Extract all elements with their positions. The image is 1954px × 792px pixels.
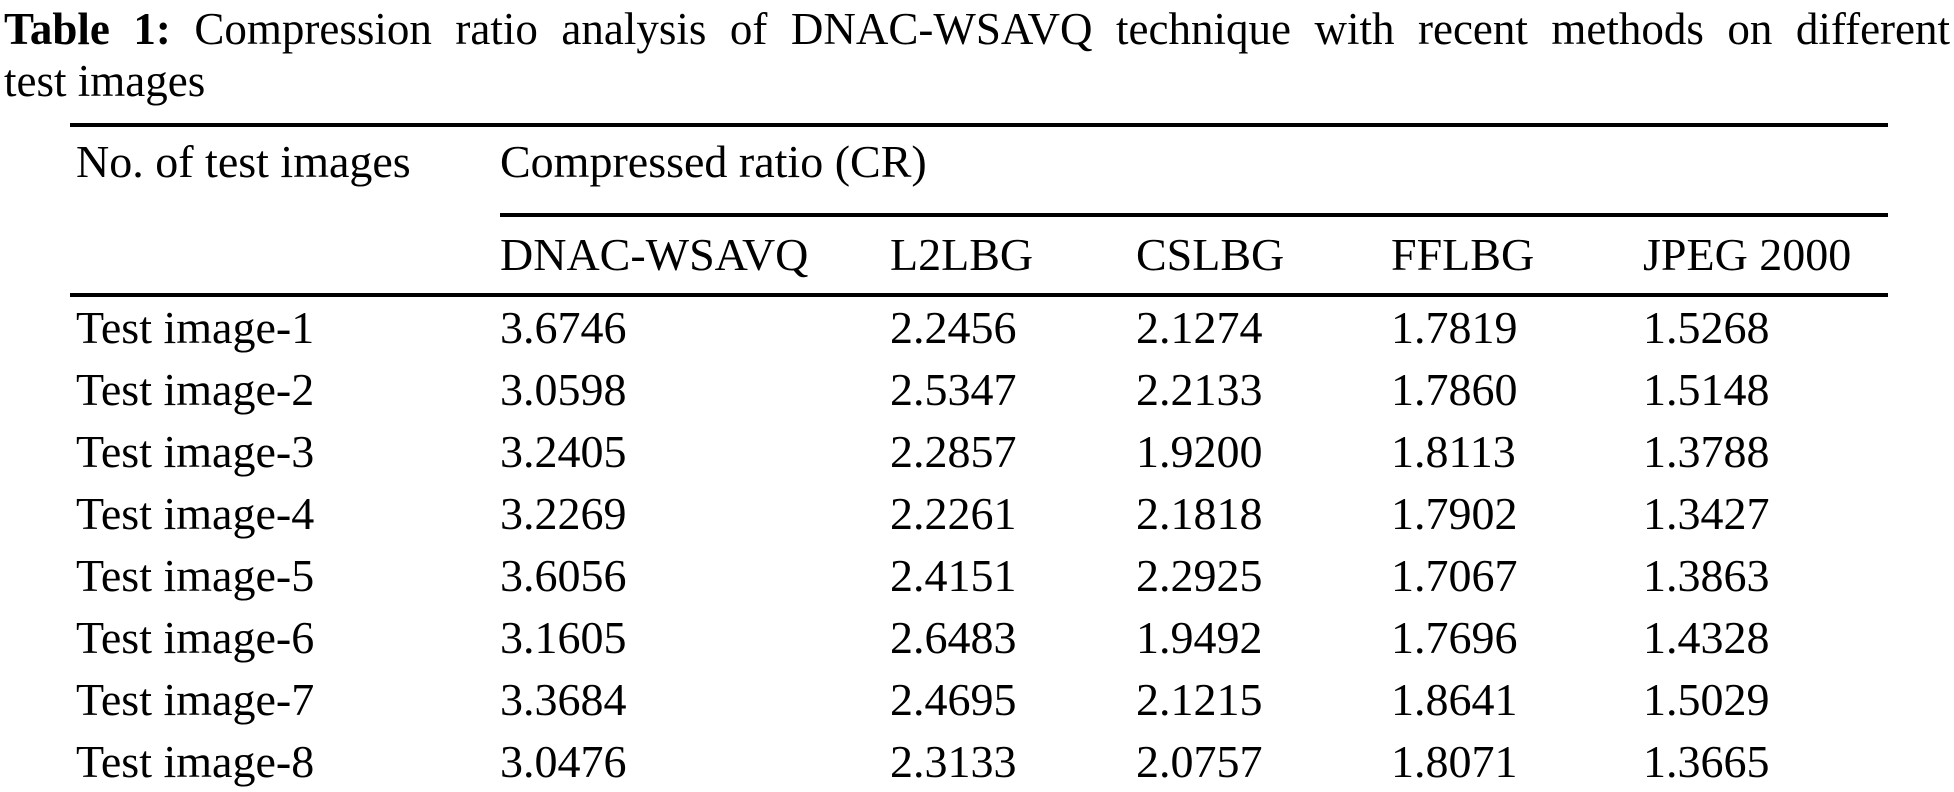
cell-dnac-wsavq: 3.2405 [500,425,627,477]
cell-cslbg: 1.9200 [1136,425,1263,477]
column-header-test-images: No. of test images [70,125,500,297]
method-header-row: DNAC-WSAVQ L2LBG CSLBG FFLBG JPEG 2000 [70,215,1888,297]
table-row-test-image-3: Test image-3 3.2405 2.2857 1.9200 1.8113… [70,421,1888,483]
cell-dnac-wsavq: 3.0598 [500,363,627,415]
cell-cslbg: 2.1274 [1136,301,1263,353]
column-header-jpeg-2000: JPEG 2000 [1643,215,1888,297]
cell-l2lbg: 2.4151 [890,549,1017,601]
cell-dnac-wsavq: 3.2269 [500,487,627,539]
cell-jpeg-2000: 1.5148 [1643,363,1770,415]
cell-fflbg: 1.7902 [1391,487,1518,539]
cell-l2lbg: 2.2456 [890,301,1017,353]
cell-cslbg: 2.1215 [1136,673,1263,725]
column-header-cslbg: CSLBG [1136,215,1391,297]
cell-jpeg-2000: 1.5268 [1643,301,1770,353]
column-header-l2lbg: L2LBG [890,215,1136,297]
cell-cslbg: 2.1818 [1136,487,1263,539]
row-label: Test image-3 [76,425,315,477]
table-row-test-image-6: Test image-6 3.1605 2.6483 1.9492 1.7696… [70,607,1888,669]
row-label: Test image-2 [76,363,315,415]
cell-fflbg: 1.7860 [1391,363,1518,415]
group-header-row: No. of test images Compressed ratio (CR) [70,125,1888,297]
row-label: Test image-8 [76,735,315,787]
row-label: Test image-1 [76,301,315,353]
cell-fflbg: 1.7067 [1391,549,1518,601]
cell-dnac-wsavq: 3.1605 [500,611,627,663]
table-row-test-image-4: Test image-4 3.2269 2.2261 2.1818 1.7902… [70,483,1888,545]
cell-cslbg: 2.2925 [1136,549,1263,601]
caption-line-1: Table 1: Compression ratio analysis of D… [4,3,1950,55]
compression-ratio-table: No. of test images Compressed ratio (CR)… [70,123,1888,792]
cell-fflbg: 1.8641 [1391,673,1518,725]
caption-label: Table 1: [4,4,171,54]
row-label: Test image-6 [76,611,315,663]
column-header-fflbg: FFLBG [1391,215,1643,297]
cell-fflbg: 1.7819 [1391,301,1518,353]
table-row-test-image-8: Test image-8 3.0476 2.3133 2.0757 1.8071… [70,731,1888,792]
cell-jpeg-2000: 1.3788 [1643,425,1770,477]
cell-l2lbg: 2.2261 [890,487,1017,539]
cell-l2lbg: 2.6483 [890,611,1017,663]
cell-l2lbg: 2.5347 [890,363,1017,415]
table-row-test-image-2: Test image-2 3.0598 2.5347 2.2133 1.7860… [70,359,1888,421]
row-label: Test image-7 [76,673,315,725]
cell-jpeg-2000: 1.4328 [1643,611,1770,663]
cell-jpeg-2000: 1.3665 [1643,735,1770,787]
caption-line-2: test images [4,56,206,106]
cell-jpeg-2000: 1.3427 [1643,487,1770,539]
cell-jpeg-2000: 1.3863 [1643,549,1770,601]
cell-dnac-wsavq: 3.6056 [500,549,627,601]
cell-l2lbg: 2.4695 [890,673,1017,725]
cell-l2lbg: 2.2857 [890,425,1017,477]
table-caption: Table 1: Compression ratio analysis of D… [4,3,1950,107]
column-header-dnac-wsavq: DNAC-WSAVQ [500,215,890,297]
cell-l2lbg: 2.3133 [890,735,1017,787]
cell-cslbg: 1.9492 [1136,611,1263,663]
table-row-test-image-5: Test image-5 3.6056 2.4151 2.2925 1.7067… [70,545,1888,607]
table-row-test-image-7: Test image-7 3.3684 2.4695 2.1215 1.8641… [70,669,1888,731]
table-row-test-image-1: Test image-1 3.6746 2.2456 2.1274 1.7819… [70,295,1888,359]
cell-cslbg: 2.0757 [1136,735,1263,787]
cell-fflbg: 1.8071 [1391,735,1518,787]
caption-text: Compression ratio analysis of DNAC-WSAVQ… [194,4,1951,54]
cell-fflbg: 1.7696 [1391,611,1518,663]
cell-dnac-wsavq: 3.0476 [500,735,627,787]
cell-dnac-wsavq: 3.6746 [500,301,627,353]
cell-dnac-wsavq: 3.3684 [500,673,627,725]
cell-jpeg-2000: 1.5029 [1643,673,1770,725]
column-group-header-compressed-ratio: Compressed ratio (CR) [500,125,1888,217]
row-label: Test image-4 [76,487,315,539]
row-label: Test image-5 [76,549,315,601]
cell-cslbg: 2.2133 [1136,363,1263,415]
cell-fflbg: 1.8113 [1391,425,1516,477]
